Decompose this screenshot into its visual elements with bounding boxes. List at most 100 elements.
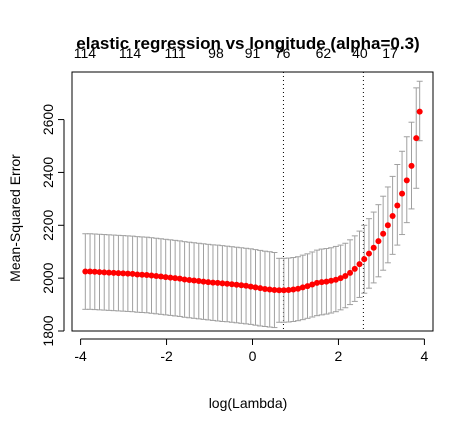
top-tick-label: 17 — [382, 45, 398, 61]
data-point — [375, 238, 382, 245]
data-point — [172, 275, 179, 282]
data-point — [238, 282, 245, 289]
data-point — [101, 269, 108, 276]
data-point — [176, 275, 183, 282]
y-tick-label: 2000 — [40, 262, 56, 293]
error-bars — [82, 80, 423, 329]
reference-lines — [282, 72, 364, 331]
data-point — [124, 270, 131, 277]
data-point — [276, 287, 283, 294]
data-point — [290, 286, 297, 293]
x-tick-label: 0 — [249, 348, 257, 364]
data-point — [318, 279, 325, 286]
data-point — [328, 277, 335, 284]
top-tick-label: 76 — [275, 45, 291, 61]
data-point — [295, 285, 302, 292]
data-point — [153, 273, 160, 280]
y-axis-label: Mean-Squared Error — [7, 154, 23, 282]
data-point — [120, 270, 127, 277]
data-point — [162, 274, 169, 281]
data-point — [139, 271, 146, 278]
data-point — [266, 286, 273, 293]
data-point — [351, 265, 358, 272]
x-tick-label: 2 — [335, 348, 343, 364]
data-point — [82, 268, 89, 275]
data-point — [191, 277, 198, 284]
data-point — [332, 276, 339, 283]
data-point — [129, 270, 136, 277]
data-point — [148, 272, 155, 279]
y-axis: 1800 2000 2200 2400 2600 — [40, 104, 65, 347]
data-point — [365, 250, 372, 257]
chart-title: elastic regression vs longitude (alpha=0… — [76, 34, 419, 53]
data-point — [110, 269, 117, 276]
data-point — [252, 284, 259, 291]
plot-frame — [71, 71, 434, 332]
data-point — [370, 244, 377, 251]
top-tick-label: 40 — [352, 45, 368, 61]
data-point — [167, 274, 174, 281]
data-point — [209, 279, 216, 286]
data-point — [261, 285, 268, 292]
data-point — [228, 281, 235, 288]
data-point — [380, 230, 387, 237]
top-tick-label: 62 — [316, 45, 332, 61]
data-point — [342, 273, 349, 280]
data-point — [403, 177, 410, 184]
top-tick-label: 114 — [74, 45, 97, 61]
x-axis-label: log(Lambda) — [209, 395, 288, 411]
data-point — [247, 283, 254, 290]
data-point — [299, 284, 306, 291]
top-tick-label: 91 — [245, 45, 261, 61]
data-point — [257, 285, 264, 292]
data-point — [243, 282, 250, 289]
y-tick-label: 2400 — [40, 157, 56, 188]
data-point — [394, 202, 401, 209]
data-point — [309, 281, 316, 288]
data-point — [271, 287, 278, 294]
x-axis: -4 -2 0 2 4 — [74, 338, 429, 364]
data-point — [389, 213, 396, 220]
top-axis: 114 114 111 98 91 76 62 40 17 — [74, 45, 398, 61]
data-point — [186, 276, 193, 283]
data-point — [87, 268, 94, 275]
x-tick-label: 4 — [421, 348, 429, 364]
data-point — [96, 269, 103, 276]
data-point — [134, 271, 141, 278]
x-tick-label: -2 — [160, 348, 173, 364]
data-point — [205, 279, 212, 286]
data-point — [399, 190, 406, 197]
data-point — [195, 278, 202, 285]
top-tick-label: 98 — [208, 45, 224, 61]
data-point — [157, 273, 164, 280]
data-point — [219, 280, 226, 287]
data-point — [181, 276, 188, 283]
data-point — [224, 280, 231, 287]
data-point — [115, 270, 122, 277]
y-tick-label: 2200 — [40, 210, 56, 241]
data-point — [337, 275, 344, 282]
top-tick-label: 111 — [165, 45, 186, 61]
data-point — [200, 278, 207, 285]
x-tick-label: -4 — [74, 348, 87, 364]
y-tick-label: 2600 — [40, 104, 56, 135]
data-points — [82, 108, 423, 294]
data-point — [304, 283, 311, 290]
data-point — [347, 269, 354, 276]
data-point — [214, 279, 221, 286]
data-point — [323, 278, 330, 285]
data-point — [105, 269, 112, 276]
data-point — [356, 261, 363, 268]
data-point — [384, 222, 391, 229]
data-point — [408, 162, 415, 169]
data-point — [285, 287, 292, 294]
y-tick-label: 1800 — [40, 315, 56, 346]
data-point — [361, 256, 368, 263]
data-point — [280, 287, 287, 294]
data-point — [143, 271, 150, 278]
data-point — [416, 108, 423, 115]
data-point — [233, 281, 240, 288]
data-point — [91, 268, 98, 275]
data-point — [313, 279, 320, 286]
